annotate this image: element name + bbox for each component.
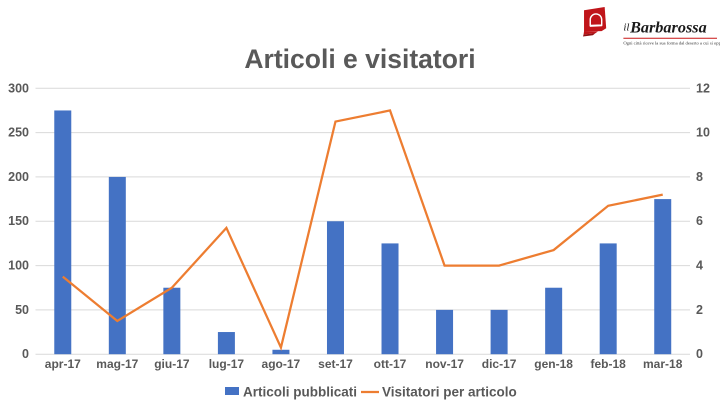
svg-text:Visitatori per articolo: Visitatori per articolo xyxy=(382,385,517,400)
svg-text:Articoli pubblicati: Articoli pubblicati xyxy=(243,385,357,400)
svg-text:apr-17: apr-17 xyxy=(45,357,81,371)
svg-text:gen-18: gen-18 xyxy=(534,357,573,371)
svg-text:6: 6 xyxy=(696,214,703,228)
svg-text:4: 4 xyxy=(696,259,703,273)
svg-text:ago-17: ago-17 xyxy=(262,357,301,371)
svg-text:mag-17: mag-17 xyxy=(96,357,138,371)
svg-text:set-17: set-17 xyxy=(318,357,353,371)
svg-text:10: 10 xyxy=(696,126,710,140)
svg-text:12: 12 xyxy=(696,81,710,95)
svg-text:lug-17: lug-17 xyxy=(209,357,245,371)
svg-text:feb-18: feb-18 xyxy=(591,357,627,371)
svg-text:il: il xyxy=(623,22,629,34)
svg-text:mar-18: mar-18 xyxy=(643,357,683,371)
svg-text:8: 8 xyxy=(696,170,703,184)
svg-text:150: 150 xyxy=(8,214,29,228)
svg-text:0: 0 xyxy=(696,347,703,361)
svg-text:nov-17: nov-17 xyxy=(425,357,464,371)
svg-text:ott-17: ott-17 xyxy=(374,357,407,371)
svg-text:Barbarossa: Barbarossa xyxy=(629,19,707,37)
svg-text:300: 300 xyxy=(8,81,29,95)
svg-text:Ogni città riceve la sua forma: Ogni città riceve la sua forma dal deser… xyxy=(623,40,720,45)
svg-text:200: 200 xyxy=(8,170,29,184)
svg-text:50: 50 xyxy=(15,303,29,317)
svg-text:giu-17: giu-17 xyxy=(154,357,190,371)
svg-text:dic-17: dic-17 xyxy=(482,357,517,371)
svg-text:100: 100 xyxy=(8,259,29,273)
svg-text:0: 0 xyxy=(22,347,29,361)
svg-text:2: 2 xyxy=(696,303,703,317)
svg-text:250: 250 xyxy=(8,126,29,140)
